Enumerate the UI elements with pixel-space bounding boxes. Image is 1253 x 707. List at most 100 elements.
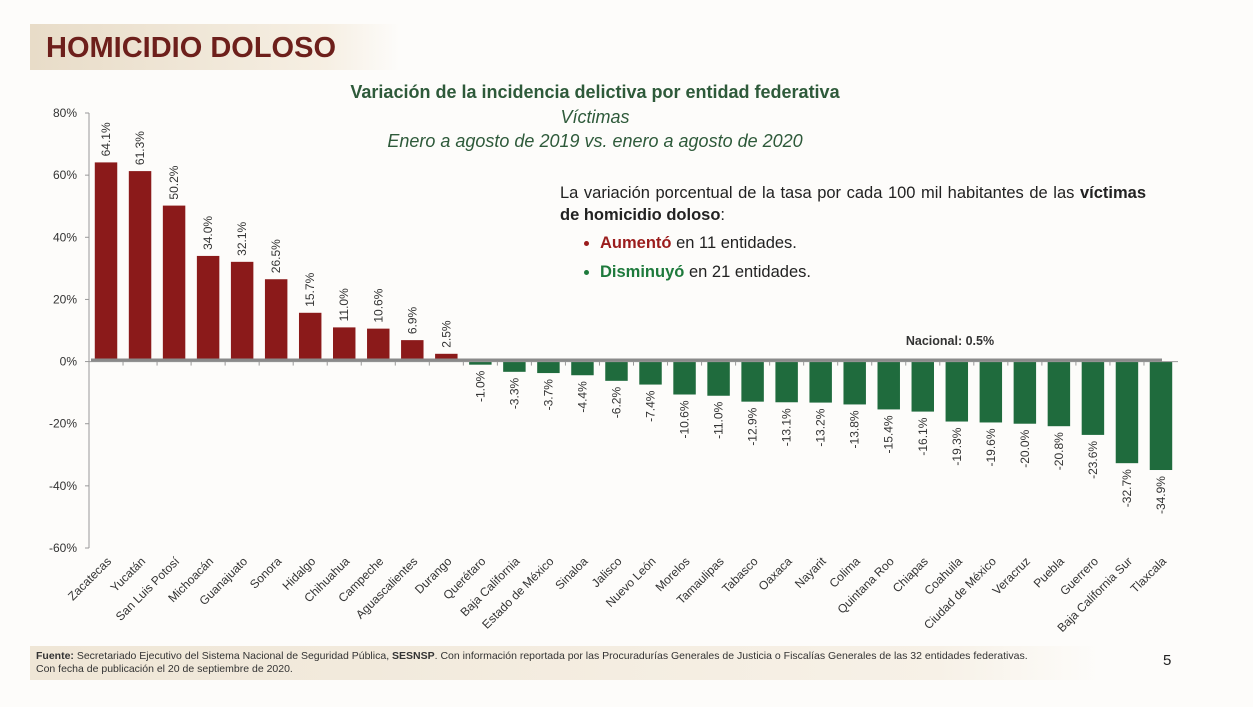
bullet-bold: Aumentó bbox=[600, 234, 672, 252]
y-tick-label: 60% bbox=[53, 168, 77, 182]
bullet: Disminuyó en 21 entidades. bbox=[600, 261, 1146, 283]
bar bbox=[469, 361, 492, 365]
value-label: -13.1% bbox=[780, 408, 794, 446]
x-tick-label: Aguascalientes bbox=[353, 554, 420, 621]
chart-subtitle: Víctimas bbox=[560, 107, 629, 127]
value-label: 11.0% bbox=[337, 288, 351, 321]
x-tick-label: Nayarit bbox=[792, 554, 829, 591]
bar bbox=[911, 361, 934, 412]
value-label: 6.9% bbox=[405, 306, 419, 334]
bar bbox=[707, 361, 730, 396]
value-label: -20.0% bbox=[1018, 429, 1032, 467]
bar bbox=[537, 361, 560, 374]
bar bbox=[979, 361, 1003, 423]
chart-title: Variación de la incidencia delictiva por… bbox=[350, 82, 840, 102]
value-label: 50.2% bbox=[167, 165, 181, 199]
note: La variación porcentual de la tasa por c… bbox=[560, 182, 1146, 290]
value-label: -3.3% bbox=[507, 378, 521, 410]
footer: Fuente: Secretariado Ejecutivo del Siste… bbox=[30, 646, 1100, 680]
x-tick-label: Zacatecas bbox=[65, 554, 114, 603]
bar bbox=[571, 361, 594, 376]
bar bbox=[1149, 361, 1173, 471]
value-label: 26.5% bbox=[269, 239, 283, 273]
y-tick-label: -20% bbox=[49, 417, 77, 431]
bar bbox=[673, 361, 696, 395]
value-label: -32.7% bbox=[1120, 469, 1134, 507]
note-bold: víctimas de homicidio doloso bbox=[560, 184, 1146, 224]
y-tick-label: 0% bbox=[60, 355, 78, 369]
value-label: -1.0% bbox=[473, 370, 487, 402]
bullet-text: en 21 entidades. bbox=[688, 263, 811, 281]
x-tick-label: Tlaxcala bbox=[1128, 554, 1170, 596]
bar bbox=[1047, 361, 1071, 427]
value-label: 32.1% bbox=[235, 221, 249, 255]
bar bbox=[230, 261, 254, 362]
bar bbox=[94, 162, 118, 362]
bullet-bold: Disminuyó bbox=[600, 263, 685, 281]
bar bbox=[843, 361, 866, 405]
value-label: -20.8% bbox=[1052, 432, 1066, 470]
footer-source: Secretariado Ejecutivo del Sistema Nacio… bbox=[76, 650, 390, 662]
value-label: 15.7% bbox=[303, 272, 317, 306]
footer-date: Con fecha de publicación el 20 de septie… bbox=[36, 663, 293, 675]
bar bbox=[1013, 361, 1037, 424]
value-label: -4.4% bbox=[575, 381, 589, 413]
value-label: -34.9% bbox=[1154, 476, 1168, 514]
value-label: 61.3% bbox=[133, 131, 147, 165]
footer-bold: SESNSP bbox=[392, 650, 435, 662]
footer-label: Fuente: bbox=[36, 650, 74, 662]
note-intro: La variación porcentual de la tasa por c… bbox=[560, 184, 1075, 202]
value-label: -12.9% bbox=[746, 407, 760, 445]
bar bbox=[367, 328, 390, 362]
bar bbox=[1081, 361, 1105, 435]
bar bbox=[435, 353, 458, 362]
bullet-list: Aumentó en 11 entidades. Disminuyó en 21… bbox=[560, 232, 1146, 283]
bar bbox=[741, 361, 764, 402]
reference-label: Nacional: 0.5% bbox=[906, 334, 994, 348]
value-label: 10.6% bbox=[371, 288, 385, 322]
bar bbox=[333, 327, 356, 362]
bar bbox=[196, 255, 220, 362]
title-banner: HOMICIDIO DOLOSO bbox=[30, 24, 400, 70]
value-label: -16.1% bbox=[916, 417, 930, 455]
value-label: -3.7% bbox=[541, 379, 555, 411]
bar bbox=[401, 340, 424, 362]
bullet: Aumentó en 11 entidades. bbox=[600, 232, 1146, 254]
chart-period: Enero a agosto de 2019 vs. enero a agost… bbox=[387, 131, 802, 151]
bullet-text: en 11 entidades. bbox=[676, 234, 797, 252]
footer-end: . Con información reportada por las Proc… bbox=[434, 650, 1028, 662]
x-tick-label: Sonora bbox=[247, 554, 284, 591]
value-label: -13.2% bbox=[814, 408, 828, 446]
value-label: 64.1% bbox=[99, 122, 113, 156]
bar bbox=[162, 205, 186, 362]
x-tick-label: Veracruz bbox=[990, 554, 1033, 597]
bar bbox=[128, 171, 152, 362]
y-tick-label: -60% bbox=[49, 541, 77, 555]
y-tick-label: 40% bbox=[53, 230, 77, 244]
y-tick-label: -40% bbox=[49, 479, 77, 493]
value-label: -19.6% bbox=[984, 428, 998, 466]
x-tick-label: Oaxaca bbox=[756, 554, 795, 593]
value-label: -23.6% bbox=[1086, 441, 1100, 479]
bar bbox=[639, 361, 662, 385]
value-label: -7.4% bbox=[644, 390, 658, 422]
slide-title: HOMICIDIO DOLOSO bbox=[46, 32, 336, 64]
value-label: 2.5% bbox=[439, 320, 453, 348]
bar bbox=[1115, 361, 1139, 464]
bar bbox=[809, 361, 832, 403]
bar bbox=[264, 279, 288, 362]
value-label: -11.0% bbox=[712, 401, 726, 438]
y-tick-label: 20% bbox=[53, 292, 77, 306]
value-label: -15.4% bbox=[882, 415, 896, 453]
bar bbox=[503, 361, 526, 372]
page-number: 5 bbox=[1163, 652, 1172, 669]
x-tick-label: Tabasco bbox=[719, 554, 761, 596]
y-tick-label: 80% bbox=[53, 106, 77, 120]
bar bbox=[877, 361, 900, 410]
bar bbox=[945, 361, 969, 422]
value-label: 34.0% bbox=[201, 216, 215, 250]
value-label: -19.3% bbox=[950, 427, 964, 465]
bar bbox=[298, 312, 322, 362]
bar bbox=[605, 361, 628, 381]
